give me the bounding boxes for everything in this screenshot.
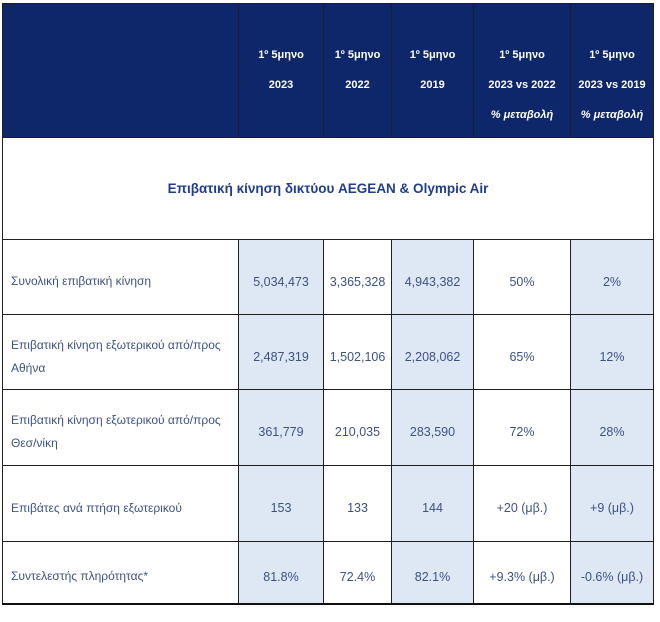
cell-value-2023-vs-2019: 28% [570,389,654,466]
row-label: Επιβάτες ανά πτήση εξωτερικού [2,465,239,542]
header-year-label: 2019 [420,79,445,91]
header-year-label: 2023 vs 2022 [488,79,556,91]
header-year-label: 2023 [268,79,294,91]
header-period-label: 1º 5μηνο [589,49,635,61]
row-label: Συντελεστής πληρότητας* [2,541,239,604]
table-title-row: Επιβατική κίνηση δικτύου AEGEAN & Olympi… [2,137,654,240]
table-row: Επιβατική κίνηση εξωτερικού από/προς Αθή… [2,314,654,390]
header-metric-label [393,100,472,130]
header-year-label: 2023 vs 2019 [578,79,646,91]
cell-value-2023: 81.8% [238,541,324,604]
cell-value-2023-vs-2022: 50% [473,239,571,315]
cell-value-2023-vs-2019: -0.6% (μβ.) [570,541,654,604]
header-period-label: 1º 5μηνο [499,49,545,61]
header-metric-label: % μεταβολή [490,109,554,121]
cell-value-2019: 4,943,382 [391,239,474,315]
cell-value-2022: 133 [323,465,392,542]
header-period-label: 1º 5μηνο [334,49,381,61]
cell-value-2023: 153 [238,465,324,542]
header-cell-2023-vs-2022: 1º 5μηνο 2023 vs 2022 % μεταβολή [473,3,571,138]
cell-value-2022: 210,035 [323,389,392,466]
cell-value-2023-vs-2022: 65% [473,314,571,390]
header-metric-label: % μεταβολή [580,109,644,121]
table-row: Συνολική επιβατική κίνηση 5,034,473 3,36… [2,239,654,315]
cell-value-2022: 72.4% [323,541,392,604]
header-period-label: 1º 5μηνο [258,49,304,61]
cell-value-2023: 2,487,319 [238,314,324,390]
header-metric-label [240,100,322,130]
header-corner-cell [2,3,239,138]
cell-value-2023: 361,779 [238,389,324,466]
table-header-row: 1º 5μηνο 2023 1º 5μηνο 2022 1º 5μηνο 201… [2,3,654,138]
cell-value-2023-vs-2019: 2% [570,239,654,315]
header-cell-2023-vs-2019: 1º 5μηνο 2023 vs 2019 % μεταβολή [570,3,654,138]
table-row: Συντελεστής πληρότητας* 81.8% 72.4% 82.1… [2,541,654,604]
cell-value-2019: 144 [391,465,474,542]
cell-value-2023: 5,034,473 [238,239,324,315]
row-label: Συνολική επιβατική κίνηση [2,239,239,315]
cell-value-2019: 283,590 [391,389,474,466]
header-metric-label [325,100,390,130]
header-period-label: 1º 5μηνο [409,49,456,61]
cell-value-2023-vs-2019: +9 (μβ.) [570,465,654,542]
row-label: Επιβατική κίνηση εξωτερικού από/προς Θεσ… [2,389,239,466]
cell-value-2023-vs-2019: 12% [570,314,654,390]
cell-value-2022: 3,365,328 [323,239,392,315]
header-year-label: 2022 [345,79,370,91]
table-row: Επιβάτες ανά πτήση εξωτερικού 153 133 14… [2,465,654,542]
row-label: Επιβατική κίνηση εξωτερικού από/προς Αθή… [2,314,239,390]
cell-value-2019: 2,208,062 [391,314,474,390]
cell-value-2019: 82.1% [391,541,474,604]
traffic-table: 1º 5μηνο 2023 1º 5μηνο 2022 1º 5μηνο 201… [2,3,654,605]
header-cell-2022: 1º 5μηνο 2022 [323,3,392,138]
header-cell-2019: 1º 5μηνο 2019 [391,3,474,138]
header-cell-2023: 1º 5μηνο 2023 [238,3,324,138]
cell-value-2023-vs-2022: 72% [473,389,571,466]
cell-value-2023-vs-2022: +20 (μβ.) [473,465,571,542]
report-table-container: 1º 5μηνο 2023 1º 5μηνο 2022 1º 5μηνο 201… [2,3,660,605]
page-title: Επιβατική κίνηση δικτύου AEGEAN & Olympi… [2,137,654,240]
cell-value-2022: 1,502,106 [323,314,392,390]
table-row: Επιβατική κίνηση εξωτερικού από/προς Θεσ… [2,389,654,466]
cell-value-2023-vs-2022: +9.3% (μβ.) [473,541,571,604]
